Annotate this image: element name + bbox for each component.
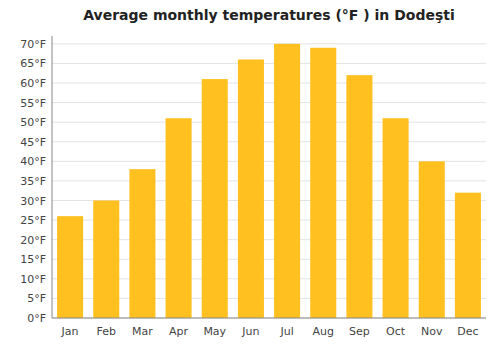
x-tick-label: Sep — [349, 325, 370, 338]
y-tick-label: 55°F — [20, 97, 46, 110]
bar — [129, 169, 155, 318]
x-tick-label: Jul — [279, 325, 293, 338]
grid-line — [52, 122, 486, 123]
y-tick-label: 60°F — [20, 77, 46, 90]
y-tick-label: 70°F — [20, 38, 46, 51]
y-tick-label: 20°F — [20, 234, 46, 247]
grid-line — [52, 318, 486, 319]
bars — [57, 44, 481, 318]
grid-line — [52, 83, 486, 84]
grid-line — [52, 141, 486, 142]
chart-container: Average monthly temperatures (°F ) in Do… — [0, 0, 500, 350]
x-tick-label: Aug — [313, 325, 334, 338]
y-tick-label: 40°F — [20, 155, 46, 168]
grid-line — [52, 63, 486, 64]
y-tick-label: 0°F — [27, 312, 46, 325]
x-tick-label: Oct — [386, 325, 406, 338]
y-tick-label: 10°F — [20, 273, 46, 286]
bar — [202, 79, 228, 318]
bar — [57, 216, 83, 318]
bar — [419, 161, 445, 318]
bar — [310, 48, 336, 318]
bar — [346, 75, 372, 318]
y-axis-line — [52, 36, 53, 318]
y-tick-label: 35°F — [20, 175, 46, 188]
bar — [238, 60, 264, 319]
grid-line — [52, 102, 486, 103]
x-axis-line — [52, 318, 486, 319]
x-tick-label: May — [203, 325, 226, 338]
y-tick-label: 5°F — [27, 292, 46, 305]
bar — [383, 118, 409, 318]
x-tick-label: Nov — [421, 325, 443, 338]
y-tick-label: 45°F — [20, 136, 46, 149]
y-tick-label: 15°F — [20, 253, 46, 266]
bar — [274, 44, 300, 318]
grid — [52, 44, 486, 318]
bar — [455, 193, 481, 318]
x-tick-label: Jan — [61, 325, 79, 338]
y-tick-label: 30°F — [20, 195, 46, 208]
grid-line — [52, 43, 486, 44]
x-tick-label: Jun — [241, 325, 259, 338]
x-tick-label: Dec — [457, 325, 478, 338]
bar — [93, 201, 119, 319]
y-tick-label: 65°F — [20, 57, 46, 70]
y-tick-label: 25°F — [20, 214, 46, 227]
bar — [166, 118, 192, 318]
x-tick-label: Apr — [169, 325, 189, 338]
y-tick-label: 50°F — [20, 116, 46, 129]
x-tick-label: Mar — [132, 325, 153, 338]
chart: Average monthly temperatures (°F ) in Do… — [0, 0, 500, 350]
title: Average monthly temperatures (°F ) in Do… — [83, 7, 455, 23]
x-tick-label: Feb — [97, 325, 116, 338]
